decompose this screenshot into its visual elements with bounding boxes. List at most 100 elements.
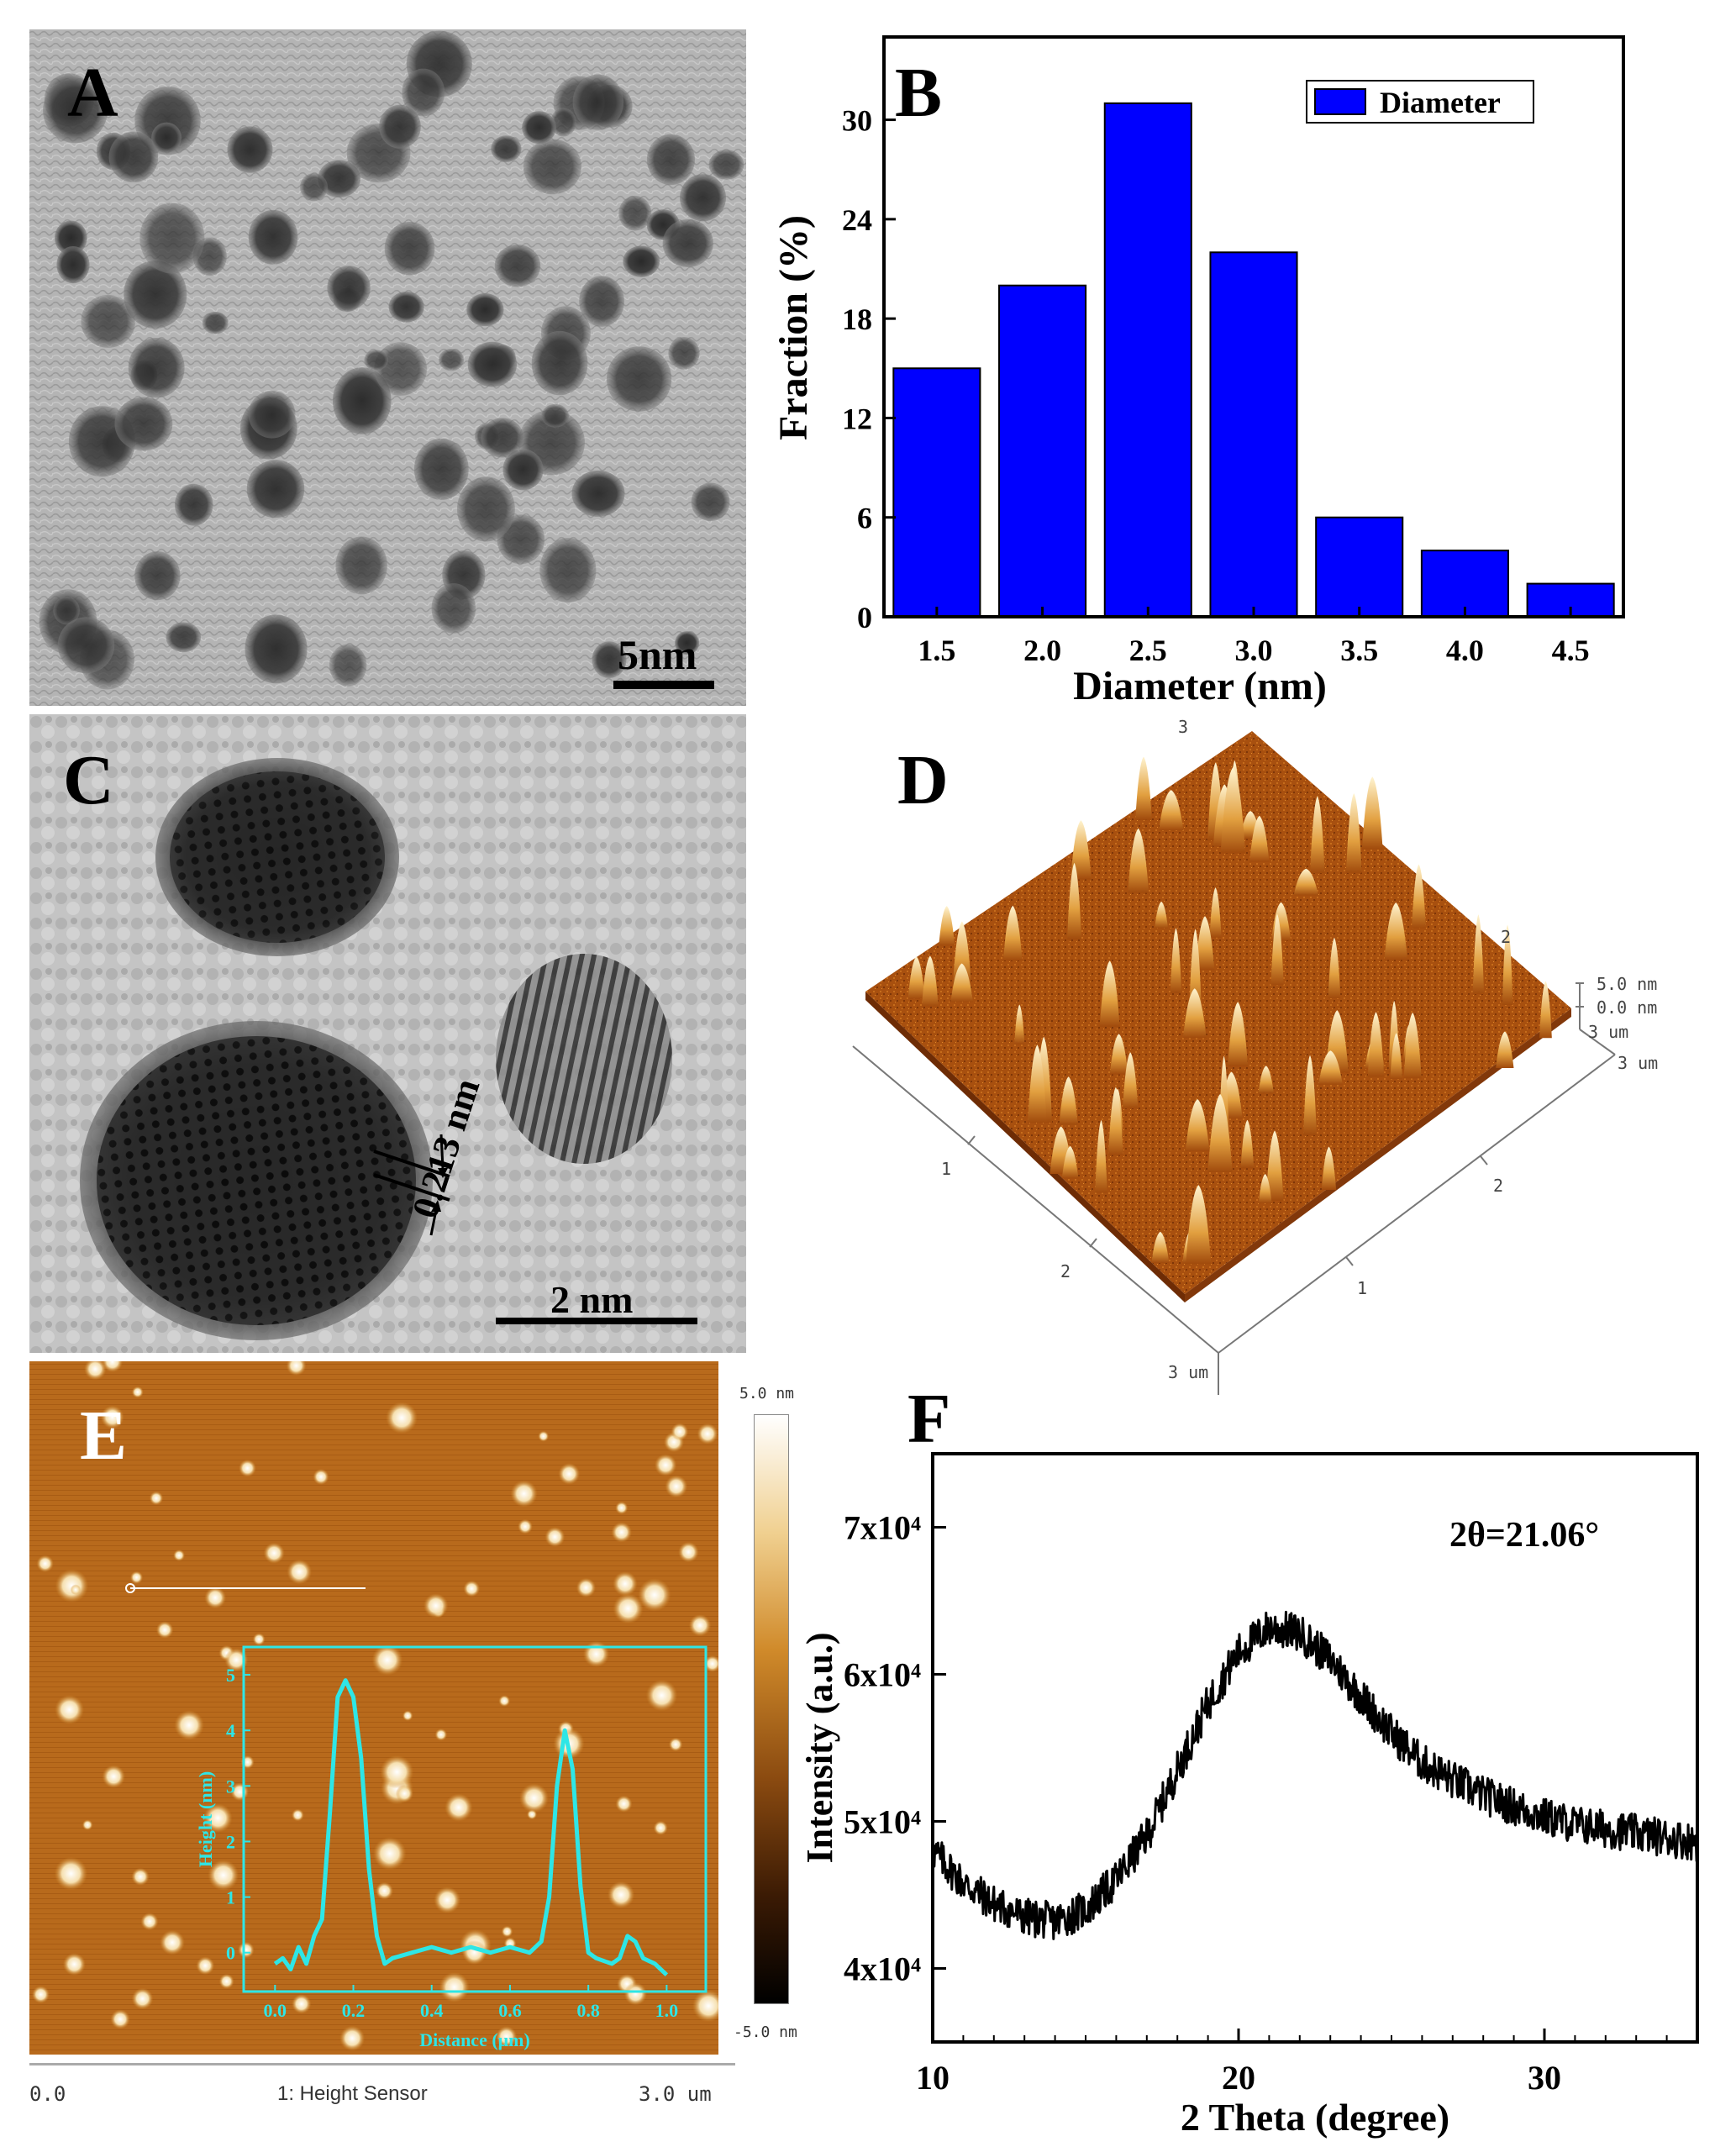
- nanoparticle: [662, 218, 713, 267]
- afm-particle: [688, 1614, 712, 1637]
- afm-particle: [54, 1856, 88, 1891]
- y-tick-label: 24: [842, 203, 872, 237]
- bar-4.0: [1420, 550, 1509, 618]
- nanoparticle: [523, 139, 581, 195]
- afm-particle: [313, 1468, 329, 1485]
- bar-3.0: [1209, 251, 1298, 618]
- afm-particle: [434, 1729, 448, 1741]
- afm-particle: [386, 1402, 418, 1434]
- afm-peak: [1472, 914, 1485, 995]
- footer-right-label: 3.0 um: [639, 2082, 712, 2106]
- nanoparticle: [539, 538, 597, 603]
- afm-peak: [1151, 1231, 1170, 1264]
- afm-particle: [498, 1695, 511, 1708]
- afm-particle: [173, 1550, 186, 1561]
- y-tick-label: 0: [857, 601, 872, 634]
- x-tick-label: 3.0: [1235, 634, 1273, 667]
- afm-peak: [1099, 960, 1120, 1027]
- afm-peak: [1384, 902, 1408, 960]
- afm-particle: [615, 1501, 629, 1515]
- f-x-axis-label: 2 Theta (degree): [1181, 2096, 1449, 2139]
- afm-particle: [339, 2025, 366, 2051]
- nanoparticle: [134, 551, 181, 601]
- nanoparticle: [384, 221, 435, 276]
- nanoparticle: [413, 438, 469, 500]
- nanoparticle: [248, 209, 298, 265]
- afm-peak: [1207, 1093, 1233, 1173]
- afm-particle: [82, 1819, 93, 1830]
- afm-particle: [439, 1971, 470, 2002]
- afm-peak: [1258, 1173, 1272, 1203]
- afm-particle: [703, 1655, 718, 1672]
- f-y-tick-label: 5x10⁴: [844, 1803, 921, 1841]
- afm-particle: [131, 1987, 154, 2010]
- nanoparticle: [151, 122, 181, 153]
- afm-particle: [402, 1710, 413, 1721]
- nanoparticle: [592, 641, 627, 679]
- afm-peak: [1345, 793, 1362, 873]
- afm-peak: [1028, 1045, 1047, 1123]
- afm-peak: [1155, 901, 1169, 929]
- afm-particle: [678, 1541, 699, 1563]
- nanoparticle: [572, 74, 624, 130]
- nanoparticle: [108, 131, 159, 183]
- afm-peak: [1185, 1098, 1210, 1152]
- afm-peak: [1318, 1050, 1343, 1085]
- afm-peak: [950, 963, 973, 1002]
- nanoparticle: [227, 126, 273, 173]
- afm-particle: [518, 1518, 533, 1534]
- afm-particle: [174, 1710, 204, 1740]
- afm-peak: [1310, 796, 1325, 874]
- axis-tick-2-right: 2: [1493, 1176, 1503, 1196]
- afm-peak: [1002, 905, 1023, 961]
- nanoparticle: [124, 260, 187, 329]
- afm-particle: [55, 1695, 85, 1724]
- afm-peak: [1109, 1034, 1128, 1075]
- afm-footer-bar: [29, 2063, 735, 2065]
- afm-particle: [32, 1986, 50, 2004]
- x-axis-end-label-front: 3 um: [1168, 1362, 1208, 1382]
- afm-particle: [434, 1887, 461, 1914]
- afm-particle: [558, 1463, 581, 1485]
- nanoparticle: [56, 245, 90, 284]
- afm-peak: [1265, 1130, 1284, 1202]
- afm-peak: [1403, 1012, 1422, 1079]
- nanoparticle: [332, 367, 392, 434]
- afm-peak: [1228, 1002, 1249, 1067]
- nanoparticle: [531, 330, 588, 396]
- x-tick-label: 3.5: [1340, 634, 1378, 667]
- afm-particle: [692, 1989, 718, 2023]
- nanoparticle: [54, 220, 87, 255]
- afm-peak: [1128, 828, 1149, 893]
- nanoparticle: [134, 87, 201, 155]
- axis-tick-2-left: 2: [1060, 1261, 1071, 1281]
- afm-particle: [292, 1994, 312, 2014]
- afm-particle: [623, 1982, 648, 2006]
- panel-f-label: F: [907, 1380, 951, 1458]
- bar-2.5: [1103, 102, 1192, 618]
- afm-particle: [149, 1491, 164, 1506]
- nanoparticle: [174, 483, 213, 526]
- afm-peak: [1061, 1145, 1079, 1179]
- afm-peak: [1303, 1055, 1317, 1135]
- inset-x-axis-label: Distance (μm): [419, 2029, 530, 2050]
- afm-peak: [1258, 1066, 1274, 1094]
- nanoparticle: [335, 536, 387, 595]
- nanoparticle: [57, 617, 115, 674]
- x-tick-label: 2.5: [1129, 634, 1167, 667]
- axis-tick-3-back: 3: [1178, 717, 1188, 737]
- footer-center-label: 1: Height Sensor: [277, 2082, 428, 2105]
- afm-peak: [1059, 1076, 1078, 1125]
- afm-particle: [204, 1587, 227, 1609]
- afm-peak: [1390, 1033, 1403, 1080]
- afm-particle: [292, 1808, 304, 1822]
- xrd-annotation: 2θ=21.06°: [1449, 1516, 1599, 1555]
- nanoparticle: [300, 173, 329, 202]
- nanoparticle: [114, 397, 173, 451]
- nanoparticle: [139, 203, 205, 274]
- nanoparticle: [246, 460, 305, 518]
- afm-particle: [611, 1522, 632, 1543]
- y-tick-label: 12: [842, 402, 872, 435]
- afm-particle: [218, 1973, 234, 1989]
- nanoparticle: [550, 108, 576, 137]
